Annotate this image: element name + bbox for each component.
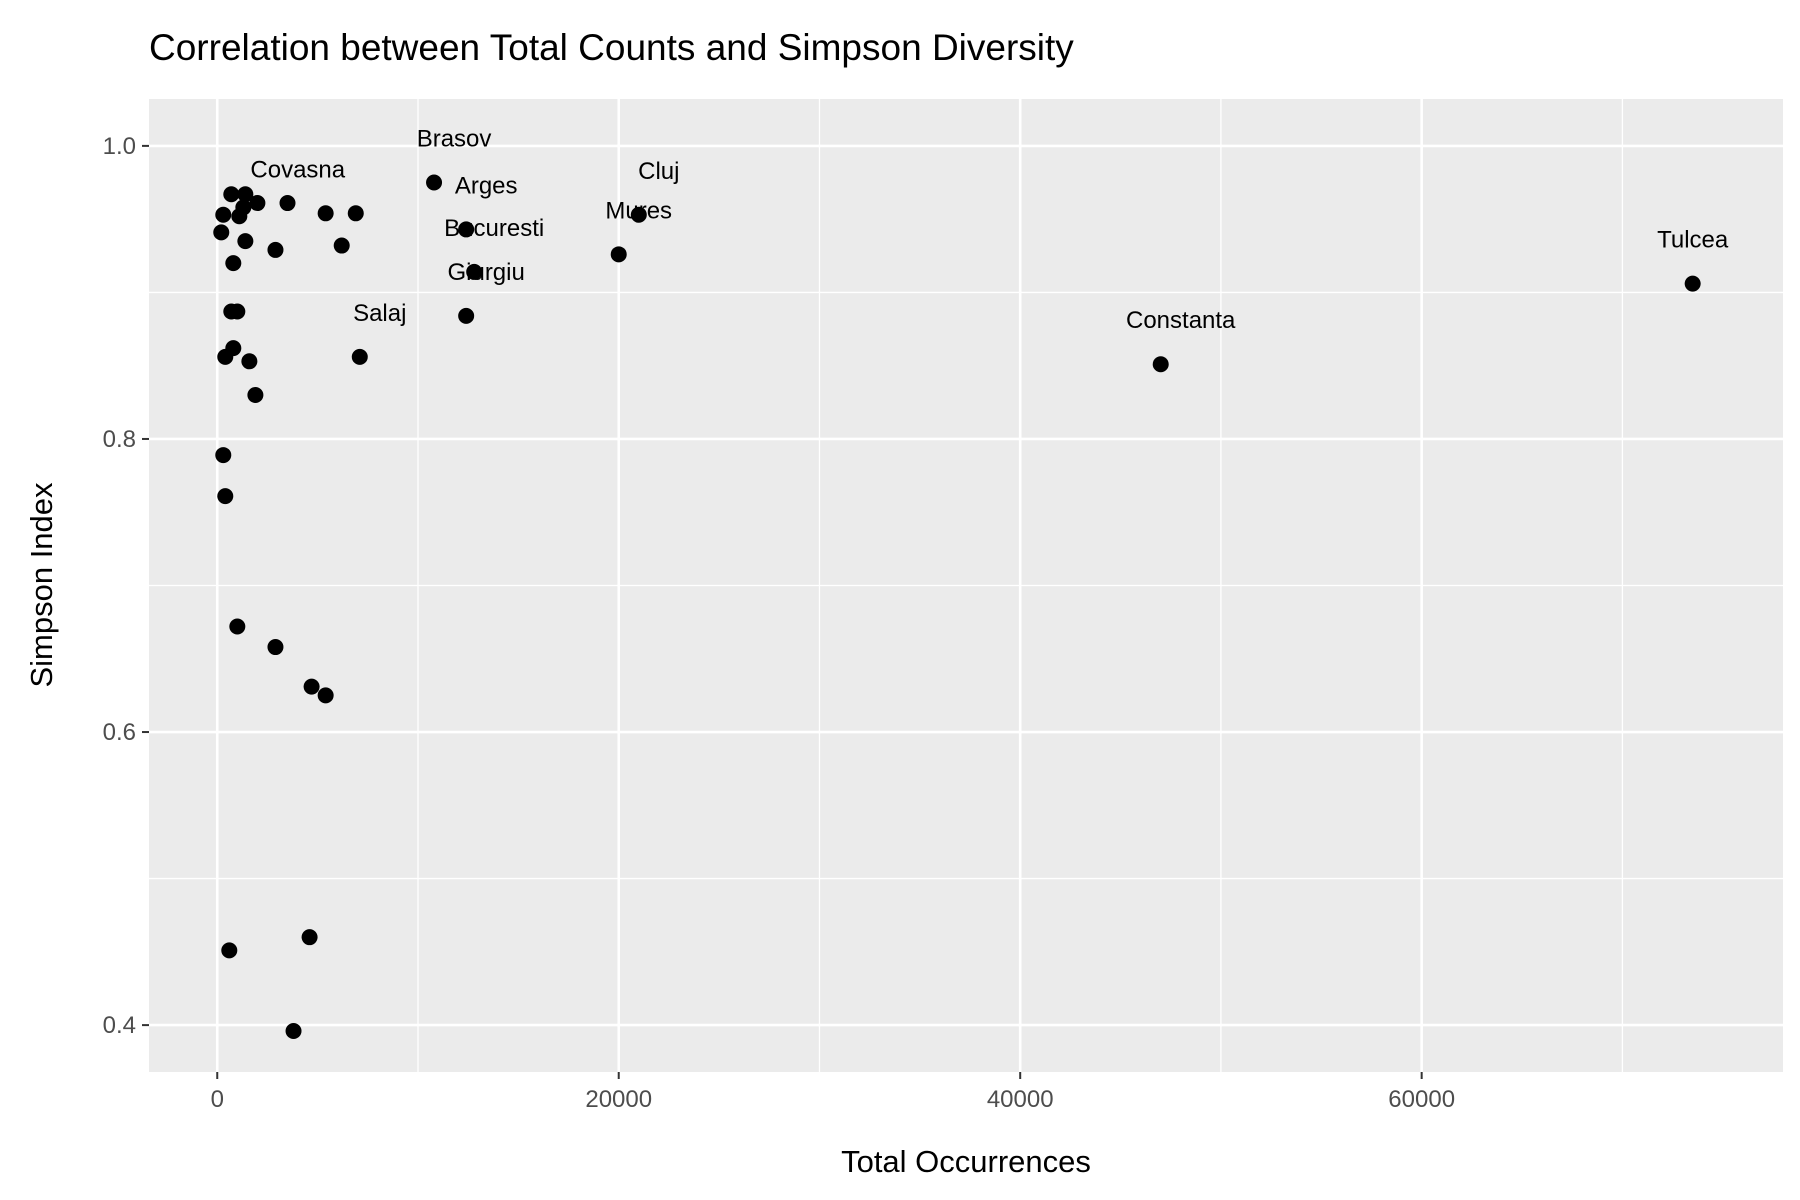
y-axis: 0.4 0.6 0.8 1.0: [103, 133, 149, 1039]
data-point: [247, 387, 264, 404]
x-axis-title: Total Occurrences: [841, 1144, 1091, 1179]
data-point: [303, 678, 320, 695]
x-tick-label: 20000: [585, 1086, 652, 1113]
data-point: [217, 488, 234, 505]
data-label: Brasov: [417, 126, 492, 153]
data-point: [458, 221, 475, 238]
data-point: [458, 307, 475, 324]
data-point: [333, 237, 350, 254]
point-labels: Tulcea Constanta Cluj Mures Brasov Arges Bucur…: [250, 126, 1728, 335]
data-points: [213, 174, 1701, 1039]
y-tick-label: 1.0: [103, 133, 136, 160]
data-point: [279, 195, 296, 212]
data-point: [237, 233, 254, 250]
data-point: [466, 263, 483, 280]
minor-gridlines: [149, 99, 1783, 1072]
data-point: [285, 1022, 302, 1039]
data-point: [630, 206, 647, 223]
data-point: [1152, 356, 1169, 373]
chart-title: Correlation between Total Counts and Sim…: [149, 27, 1074, 68]
x-tick-label: 40000: [987, 1086, 1054, 1113]
data-point: [221, 942, 238, 959]
data-label: Cluj: [638, 158, 679, 185]
data-label: Covasna: [250, 156, 345, 183]
data-point: [317, 205, 334, 222]
data-point: [317, 687, 334, 704]
y-tick-label: 0.8: [103, 426, 136, 453]
data-label: Salaj: [353, 300, 406, 327]
data-point: [241, 353, 258, 370]
data-point: [1684, 275, 1701, 292]
data-point: [267, 241, 284, 258]
data-label: Tulcea: [1657, 227, 1729, 254]
data-point: [223, 186, 240, 203]
data-point: [237, 186, 254, 203]
x-tick-label: 0: [211, 1086, 224, 1113]
y-tick-label: 0.6: [103, 719, 136, 746]
x-tick-label: 60000: [1388, 1086, 1455, 1113]
data-point: [426, 174, 443, 191]
data-point: [231, 208, 248, 225]
data-label: Bucuresti: [444, 215, 544, 242]
data-point: [217, 348, 234, 365]
data-label: Constanta: [1126, 307, 1236, 334]
data-point: [225, 255, 242, 272]
data-point: [267, 639, 284, 656]
major-gridlines: [149, 99, 1783, 1072]
data-point: [229, 618, 246, 635]
y-axis-title: Simpson Index: [24, 482, 59, 688]
data-point: [215, 206, 232, 223]
data-point: [301, 929, 318, 946]
data-point: [249, 195, 266, 212]
data-label: Giurgiu: [447, 259, 524, 286]
y-tick-label: 0.4: [103, 1012, 136, 1039]
data-point: [347, 205, 364, 222]
data-point: [215, 447, 232, 464]
data-point: [351, 348, 368, 365]
x-axis: 0 20000 40000 60000: [211, 1072, 1455, 1113]
data-point: [213, 224, 230, 241]
data-label: Arges: [455, 172, 518, 199]
data-point: [610, 246, 627, 263]
data-point: [229, 303, 246, 320]
data-label: Mures: [605, 197, 672, 224]
